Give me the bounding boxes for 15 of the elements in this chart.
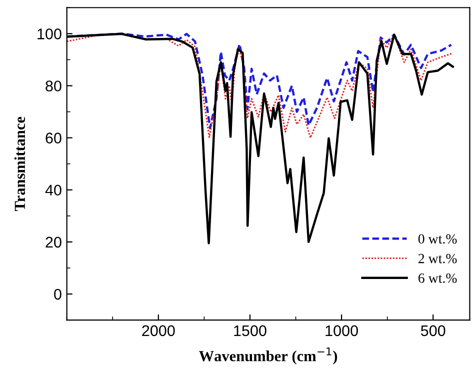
legend-label: 2 wt.%: [418, 254, 457, 264]
y-tick-label: 40: [45, 184, 62, 196]
y-tick-label: 60: [46, 132, 62, 144]
x-axis-title: Wavenumber (cm$^{−1}$): [198, 347, 338, 364]
y-tick-label: 0: [54, 288, 62, 300]
y-axis-title: Transmittance: [14, 116, 26, 211]
x-tick-label: 1500: [234, 325, 266, 336]
y-tick-label: 20: [46, 236, 62, 248]
x-tick-label: 500: [420, 325, 446, 336]
x-tick-label: 1000: [326, 325, 358, 336]
y-tick-label: 80: [46, 80, 62, 92]
x-tick-label: 2000: [142, 325, 175, 336]
legend-label: 0 wt.%: [418, 234, 457, 244]
legend-label: 6 wt.%: [418, 273, 457, 283]
y-tick-label: 100: [38, 28, 62, 40]
